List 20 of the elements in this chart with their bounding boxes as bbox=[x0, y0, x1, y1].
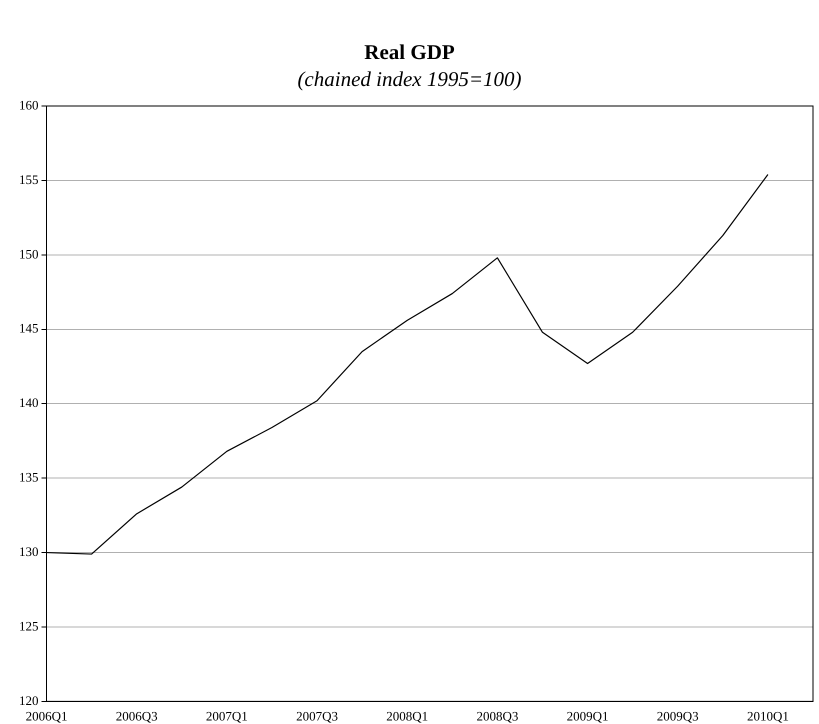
x-tick-label: 2010Q1 bbox=[746, 708, 789, 724]
chart-title: Real GDP bbox=[363, 40, 456, 65]
x-tick-label: 2008Q1 bbox=[386, 708, 428, 724]
y-tick-label: 125 bbox=[19, 618, 38, 634]
x-tick-label: 2007Q3 bbox=[296, 708, 338, 724]
y-tick-label: 135 bbox=[19, 470, 38, 485]
x-tick-label: 2009Q1 bbox=[566, 708, 609, 724]
y-tick-label: 160 bbox=[19, 97, 38, 112]
y-tick-label: 120 bbox=[19, 692, 38, 708]
x-tick-label: 2009Q3 bbox=[656, 708, 699, 724]
y-tick-label: 150 bbox=[19, 246, 38, 262]
y-tick-label: 140 bbox=[19, 395, 38, 410]
y-tick-label: 155 bbox=[19, 172, 38, 187]
chart-subtitle: (chained index 1995=100) bbox=[296, 67, 523, 92]
y-tick-label: 130 bbox=[19, 544, 38, 559]
x-tick-label: 2006Q1 bbox=[26, 708, 68, 724]
x-tick-label: 2007Q1 bbox=[206, 708, 248, 724]
y-tick-label: 145 bbox=[19, 320, 38, 336]
x-tick-label: 2006Q3 bbox=[116, 708, 158, 724]
x-tick-label: 2008Q3 bbox=[476, 708, 518, 724]
